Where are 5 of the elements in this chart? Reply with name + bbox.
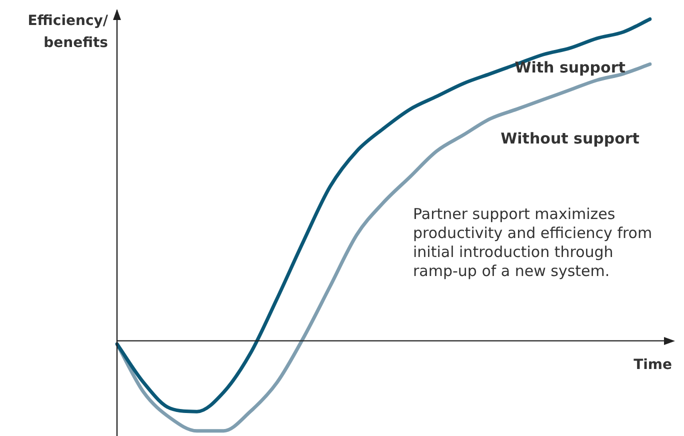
- series-label: Without support: [500, 129, 640, 148]
- annotation: Partner support maximizes productivity and efficiency from initial introduction through ramp-up of a new system.: [413, 205, 653, 281]
- y-axis-title: Efficiency/ benefits: [26, 12, 108, 53]
- series-label: With support: [514, 58, 626, 76]
- x-axis-title: Time: [632, 357, 672, 373]
